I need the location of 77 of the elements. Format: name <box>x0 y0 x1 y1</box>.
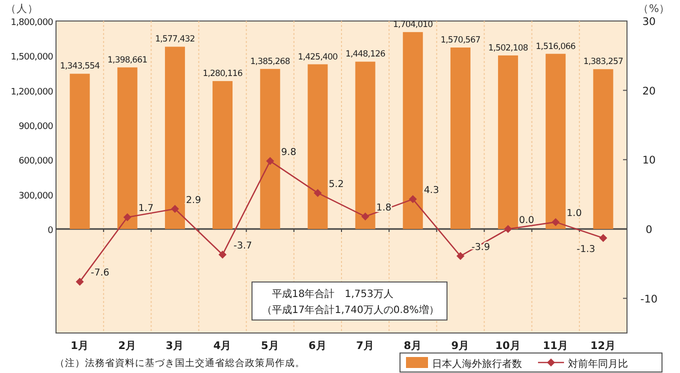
data-label: 1,704,010 <box>393 20 433 30</box>
data-label: 9.8 <box>281 147 296 158</box>
x-tick-label: 7月 <box>356 340 374 352</box>
bar <box>164 46 185 229</box>
x-tick-label: 11月 <box>542 340 568 352</box>
point <box>218 250 227 259</box>
x-tick-label: 4月 <box>213 340 232 352</box>
point <box>456 252 464 260</box>
x-tick-label: 12月 <box>590 340 616 352</box>
data-label: 1,280,116 <box>202 69 242 80</box>
data-label: -1.3 <box>576 244 596 256</box>
point <box>76 278 84 286</box>
point <box>266 157 274 166</box>
annotation: （平成17年合計1,740万人の0.8%増） <box>262 304 439 316</box>
legend-label: 日本人海外旅行者数 <box>432 358 522 370</box>
y2-axis-title: （%） <box>638 3 670 15</box>
point <box>408 195 417 204</box>
bar <box>308 64 328 229</box>
data-label: 1,570,567 <box>440 36 480 46</box>
data-label: 5.2 <box>328 178 344 190</box>
data-label: 1,398,661 <box>108 55 148 66</box>
point <box>123 213 132 222</box>
data-label: 1,502,108 <box>488 43 528 54</box>
bar <box>450 48 470 229</box>
x-tick-label: 2月 <box>118 340 137 352</box>
bar <box>70 74 90 229</box>
data-label: 2.9 <box>186 194 202 206</box>
y-tick-label: 600,000 <box>18 156 54 167</box>
data-label: -7.6 <box>90 268 110 279</box>
x-tick-label: 5月 <box>260 340 280 352</box>
y-axis-title: （人） <box>6 3 38 15</box>
point <box>361 212 370 221</box>
data-label: 1,425,400 <box>298 52 338 62</box>
data-label: 1.7 <box>138 203 154 214</box>
x-tick-label: 8月 <box>404 340 422 352</box>
bar <box>546 54 566 229</box>
bar <box>355 62 376 229</box>
x-tick-label: 1月 <box>70 340 89 352</box>
data-label: 4.3 <box>424 185 439 196</box>
point <box>504 225 512 233</box>
y2-tick-label: 30 <box>642 16 656 28</box>
y2-tick-label: 10 <box>642 154 656 167</box>
data-label: 0.0 <box>519 215 534 226</box>
y-tick-label: 900,000 <box>18 122 54 132</box>
data-label: 1,448,126 <box>345 50 386 60</box>
data-label: 1,383,257 <box>583 57 624 68</box>
point <box>552 218 560 226</box>
data-label: 1,577,432 <box>155 34 195 45</box>
y2-tick-label: -10 <box>640 293 658 306</box>
y-tick-label: 1,800,000 <box>10 18 54 28</box>
bar <box>498 55 518 229</box>
y-tick-label: 1,500,000 <box>10 52 54 63</box>
data-label: 1,516,066 <box>536 42 576 52</box>
x-tick-label: 10月 <box>495 340 521 352</box>
y-tick-label: 1,200,000 <box>10 87 54 98</box>
point <box>170 204 179 213</box>
data-label: 1,343,554 <box>60 62 100 72</box>
y2-tick-label: 20 <box>642 85 656 98</box>
data-label: 1,385,268 <box>250 56 290 67</box>
y-tick-label: 300,000 <box>18 191 54 202</box>
bar <box>117 67 138 229</box>
bar <box>212 81 233 229</box>
point <box>599 234 608 242</box>
bar <box>593 69 614 229</box>
y-tick-label: 0 <box>48 226 54 236</box>
bar <box>260 68 280 229</box>
y2-tick-label: 0 <box>646 224 652 236</box>
text: （注）法務省資料に基づき国土交通省総合政策局作成。 <box>55 357 305 369</box>
x-tick-label: 9月 <box>451 340 470 352</box>
x-tick-label: 3月 <box>166 340 184 352</box>
legend-label: 対前年同月比 <box>568 358 628 370</box>
annotation: 平成18年合計 1,753万人 <box>272 288 394 300</box>
point <box>314 188 322 197</box>
x-tick-label: 6月 <box>308 340 327 352</box>
data-label: 1.0 <box>566 208 582 220</box>
data-label: -3.7 <box>234 240 252 252</box>
bar <box>402 32 423 229</box>
